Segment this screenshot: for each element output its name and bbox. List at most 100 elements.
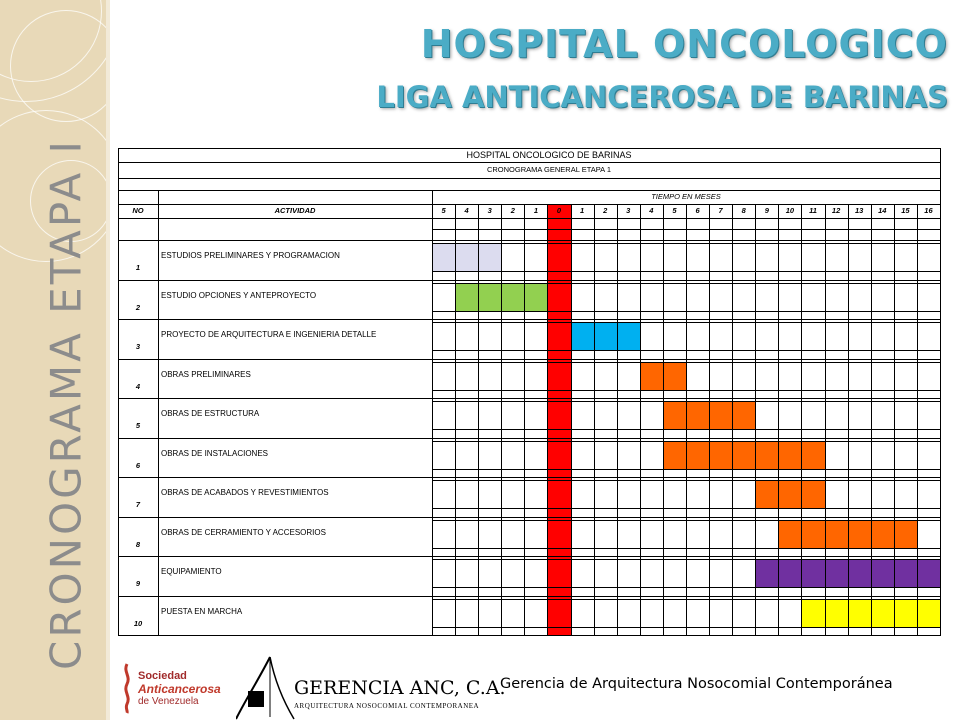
month-label: 9 — [764, 206, 769, 215]
activity-label: OBRAS DE INSTALACIONES — [161, 448, 268, 458]
gantt-bar — [455, 282, 548, 311]
grid-line — [893, 204, 895, 635]
month-label: 12 — [831, 206, 841, 215]
grid-line — [824, 204, 826, 635]
month-label: 13 — [855, 206, 864, 215]
grid-line — [118, 178, 940, 179]
grid-line — [709, 204, 711, 635]
grid-line — [118, 240, 940, 241]
activity-number: 9 — [135, 579, 141, 588]
activity-number: 5 — [135, 421, 141, 430]
grid-line — [118, 190, 940, 191]
gerencia-emblem-icon — [236, 656, 295, 720]
logo-gerencia-tagline: ARQUITECTURA NOSOCOMIAL CONTEMPORANEA — [294, 702, 480, 710]
grid-line — [916, 204, 918, 635]
grid-line — [755, 204, 757, 635]
grid-line — [778, 204, 780, 635]
month-label: 3 — [487, 206, 492, 215]
gantt-title: HOSPITAL ONCOLOGICO DE BARINAS — [466, 150, 632, 160]
activity-label: PROYECTO DE ARQUITECTURA E INGENIERIA DE… — [161, 330, 377, 339]
month-label: 16 — [924, 206, 933, 215]
grid-line — [847, 204, 849, 635]
grid-line — [593, 204, 595, 635]
activity-label: PUESTA EN MARCHA — [161, 606, 243, 616]
grid-line — [118, 279, 940, 281]
grid-line — [639, 204, 641, 635]
gantt-bar — [662, 440, 825, 469]
gantt-bar — [432, 243, 502, 271]
month-label: 8 — [741, 206, 746, 215]
month-label: 10 — [785, 206, 795, 215]
grid-line — [501, 204, 503, 635]
grid-line — [547, 204, 549, 635]
grid-line — [118, 148, 940, 149]
activity-number: 4 — [135, 381, 141, 391]
activity-number: 3 — [135, 342, 141, 351]
grid-line — [118, 595, 940, 597]
activity-label: OBRAS DE CERRAMIENTO Y ACCESORIOS — [161, 527, 326, 537]
grid-line — [686, 204, 687, 635]
page-subtitle: LIGA ANTICANCEROSA DE BARINAS — [376, 80, 948, 114]
grid-line — [432, 190, 433, 635]
month-label: 7 — [718, 206, 723, 215]
sociedad-anticancerosa-logo: Sociedad Anticancerosa de Venezuela — [118, 658, 228, 718]
month-label: 4 — [464, 206, 469, 215]
month-label: 0 — [556, 206, 562, 215]
month-label: 4 — [649, 206, 654, 215]
grid-line — [118, 635, 940, 636]
logo-gerencia-name: GERENCIA ANC, C.A. — [294, 677, 506, 699]
activity-label: ESTUDIO OPCIONES Y ANTEPROYECTO — [161, 290, 317, 300]
footer-text: Gerencia de Arquitectura Nosocomial Cont… — [500, 676, 893, 692]
activity-number: 2 — [135, 302, 141, 312]
grid-line — [801, 204, 803, 635]
grid-line — [118, 204, 940, 205]
grid-line — [118, 148, 119, 636]
month-label: 6 — [695, 206, 700, 215]
month-label: 1 — [579, 206, 585, 215]
grid-line — [118, 477, 940, 478]
gantt-bar — [570, 322, 640, 350]
red-ribbon-icon — [124, 663, 130, 714]
grid-line — [118, 218, 940, 219]
grid-line — [524, 204, 526, 635]
grid-line — [616, 204, 618, 635]
grid-line — [570, 204, 572, 635]
activity-number: 6 — [135, 460, 141, 470]
month-label: 14 — [878, 206, 887, 215]
month-label: 1 — [533, 206, 538, 215]
activity-label: EQUIPAMIENTO — [161, 567, 222, 576]
month-label: 5 — [672, 206, 677, 215]
activity-label: OBRAS DE ACABADOS Y REVESTIMIENTOS — [161, 488, 329, 497]
month-label: 2 — [603, 206, 608, 215]
activity-label: OBRAS PRELIMINARES — [161, 369, 251, 379]
vertical-title-text: CRONOGRAMA ETAPA I — [41, 138, 91, 670]
grid-line — [478, 204, 480, 635]
grid-line — [870, 204, 872, 635]
sidebar-decoration — [0, 0, 106, 720]
gantt-bar — [755, 480, 825, 508]
grid-line — [455, 204, 457, 635]
month-label: 3 — [626, 206, 631, 215]
grid-line — [118, 398, 940, 399]
column-header-activity: ACTIVIDAD — [274, 206, 316, 215]
page-title: HOSPITAL ONCOLOGICO — [420, 22, 948, 66]
grid-line — [118, 358, 940, 360]
grid-line — [662, 204, 664, 635]
grid-line — [158, 190, 159, 635]
gerencia-anc-logo: GERENCIA ANC, C.A. ARQUITECTURA NOSOCOMI… — [236, 655, 506, 720]
activity-label: ESTUDIOS PRELIMINARES Y PROGRAMACION — [161, 251, 340, 260]
month-label: 11 — [809, 206, 817, 215]
grid-line — [940, 148, 941, 636]
activity-label: OBRAS DE ESTRUCTURA — [161, 409, 260, 418]
month-label: 5 — [441, 206, 446, 215]
grid-line — [118, 319, 940, 320]
time-header: TIEMPO EN MESES — [651, 192, 721, 201]
gantt-subtitle: CRONOGRAMA GENERAL ETAPA 1 — [486, 165, 612, 174]
zero-month-column — [547, 204, 571, 635]
gantt-bar — [639, 361, 686, 390]
column-header-no: NO — [132, 206, 144, 215]
gantt-chart: HOSPITAL ONCOLOGICO DE BARINAS CRONOGRAMA… — [118, 148, 941, 636]
logo-sociedad-line-2: Anticancerosa — [138, 682, 221, 696]
month-label: 2 — [510, 206, 515, 215]
grid-line — [732, 204, 734, 635]
